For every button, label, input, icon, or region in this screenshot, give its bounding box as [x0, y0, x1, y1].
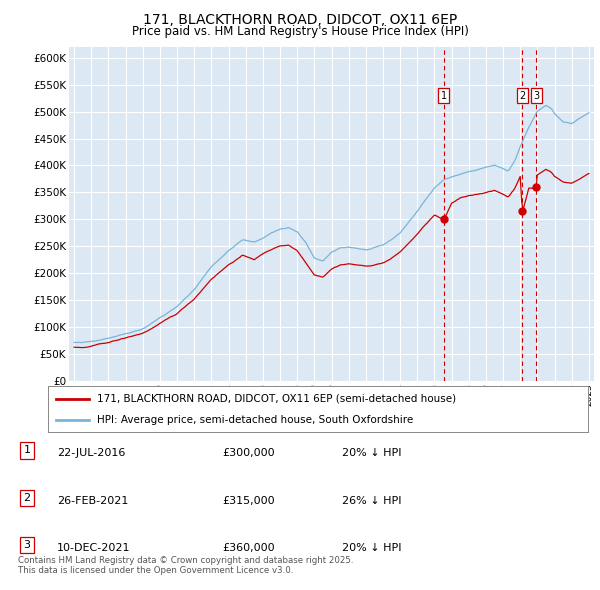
Text: 2: 2 [519, 90, 526, 100]
Text: Contains HM Land Registry data © Crown copyright and database right 2025.
This d: Contains HM Land Registry data © Crown c… [18, 556, 353, 575]
Text: 26% ↓ HPI: 26% ↓ HPI [342, 496, 401, 506]
Text: £315,000: £315,000 [222, 496, 275, 506]
Text: 2: 2 [23, 493, 31, 503]
Text: 20% ↓ HPI: 20% ↓ HPI [342, 543, 401, 553]
Text: 171, BLACKTHORN ROAD, DIDCOT, OX11 6EP: 171, BLACKTHORN ROAD, DIDCOT, OX11 6EP [143, 13, 457, 27]
Text: 22-JUL-2016: 22-JUL-2016 [57, 448, 125, 458]
Text: 1: 1 [441, 90, 447, 100]
Text: HPI: Average price, semi-detached house, South Oxfordshire: HPI: Average price, semi-detached house,… [97, 415, 413, 425]
Text: Price paid vs. HM Land Registry's House Price Index (HPI): Price paid vs. HM Land Registry's House … [131, 25, 469, 38]
Text: £300,000: £300,000 [222, 448, 275, 458]
Text: 10-DEC-2021: 10-DEC-2021 [57, 543, 131, 553]
Text: £360,000: £360,000 [222, 543, 275, 553]
Text: 3: 3 [533, 90, 539, 100]
Text: 171, BLACKTHORN ROAD, DIDCOT, OX11 6EP (semi-detached house): 171, BLACKTHORN ROAD, DIDCOT, OX11 6EP (… [97, 394, 456, 404]
Text: 20% ↓ HPI: 20% ↓ HPI [342, 448, 401, 458]
Text: 26-FEB-2021: 26-FEB-2021 [57, 496, 128, 506]
Text: 1: 1 [23, 445, 31, 455]
Text: 3: 3 [23, 540, 31, 550]
